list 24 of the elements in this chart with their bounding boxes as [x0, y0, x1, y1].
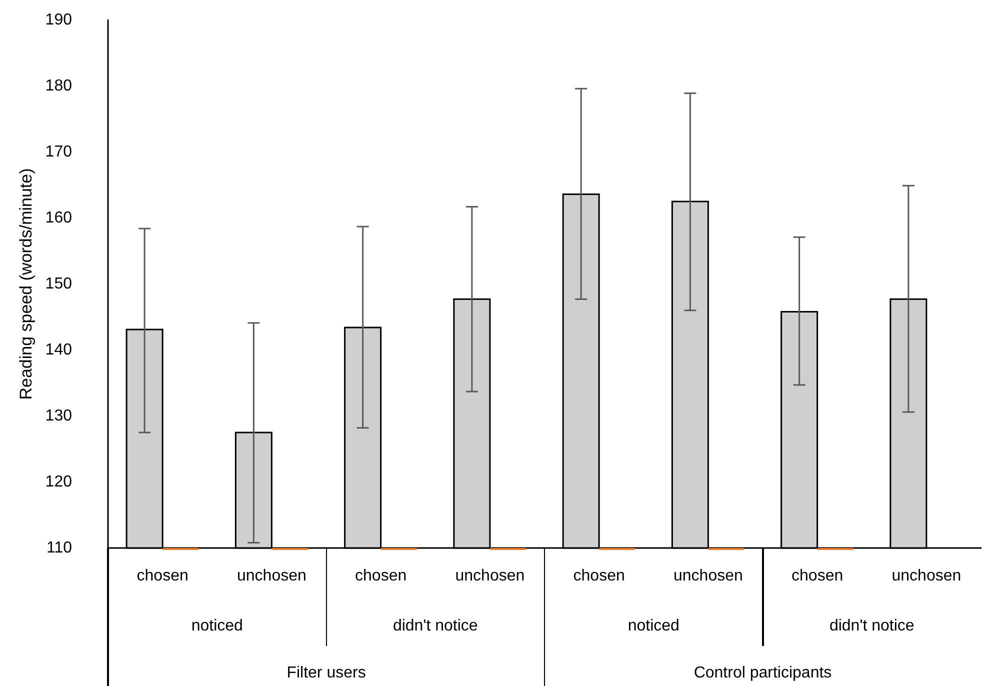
text: didn't notice [829, 618, 914, 634]
y-tick-label: 120 [45, 474, 72, 490]
text: noticed [628, 618, 680, 634]
x-tick-label: chosen [355, 568, 407, 584]
y-tick-label: 180 [45, 78, 72, 94]
x-tick-label: unchosen [892, 568, 962, 584]
y-tick-label: 160 [45, 210, 72, 226]
x-tick-label: chosen [573, 568, 625, 584]
x-tick-label: unchosen [236, 568, 306, 584]
text: didn't notice [392, 618, 478, 634]
y-tick-label: 170 [45, 144, 72, 160]
text: noticed [191, 618, 243, 634]
text: Filter users [286, 664, 366, 682]
y-tick-label: 110 [46, 540, 72, 556]
y-axis-title: Reading speed (words/minute) [16, 168, 36, 400]
text: Control participants [694, 664, 832, 682]
y-tick-label: 130 [45, 408, 72, 424]
x-tick-label: unchosen [673, 568, 743, 584]
y-tick-label: 150 [45, 276, 72, 292]
x-tick-label: unchosen [455, 568, 525, 584]
x-tick-label: chosen [792, 568, 844, 584]
y-tick-label: 140 [45, 342, 72, 358]
x-tick-label: chosen [136, 568, 188, 584]
y-tick-label: 190 [45, 12, 72, 28]
